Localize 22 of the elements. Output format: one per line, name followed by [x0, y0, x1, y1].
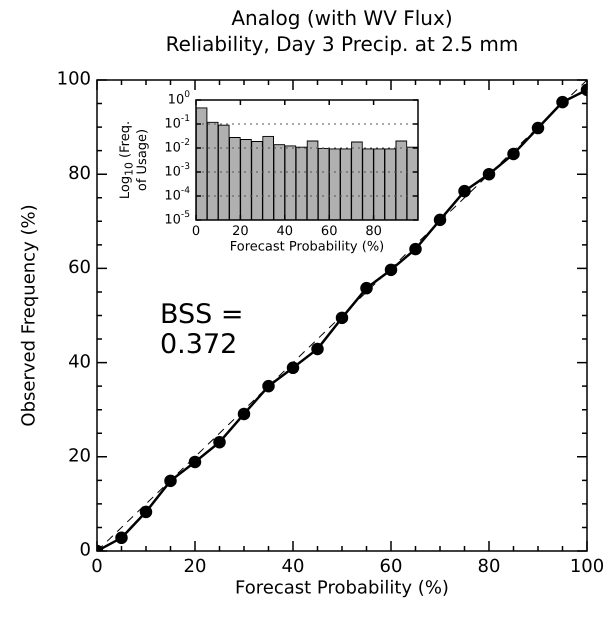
chart-subtitle: Reliability, Day 3 Precip. at 2.5 mm — [166, 32, 518, 56]
x-axis-title: Forecast Probability (%) — [235, 577, 449, 598]
x-tick-label: 60 — [320, 224, 338, 240]
x-tick-label: 100 — [570, 556, 604, 577]
x-tick-label: 20 — [184, 556, 206, 577]
x-tick-label: 60 — [380, 556, 402, 577]
y-axis-title: Observed Frequency (%) — [18, 204, 40, 427]
chart-title: Analog (with WV Flux) — [231, 6, 453, 30]
x-tick-label: 20 — [232, 224, 249, 240]
y-tick-label: 60 — [68, 257, 91, 278]
x-tick-label: 40 — [276, 224, 294, 240]
y-tick-label: 40 — [68, 351, 91, 372]
y-tick-label: 80 — [68, 162, 91, 184]
x-tick-label: 80 — [365, 224, 382, 240]
x-axis-title: Forecast Probability (%) — [230, 240, 384, 255]
x-tick-label: 40 — [282, 556, 304, 577]
x-tick-label: 0 — [192, 224, 200, 240]
y-tick-label: 20 — [68, 445, 91, 466]
y-tick-label: 100 — [56, 68, 92, 90]
y-tick-label: 0 — [80, 540, 91, 561]
x-tick-label: 80 — [478, 556, 500, 577]
annotation: BSS = 0.372 — [160, 299, 245, 360]
